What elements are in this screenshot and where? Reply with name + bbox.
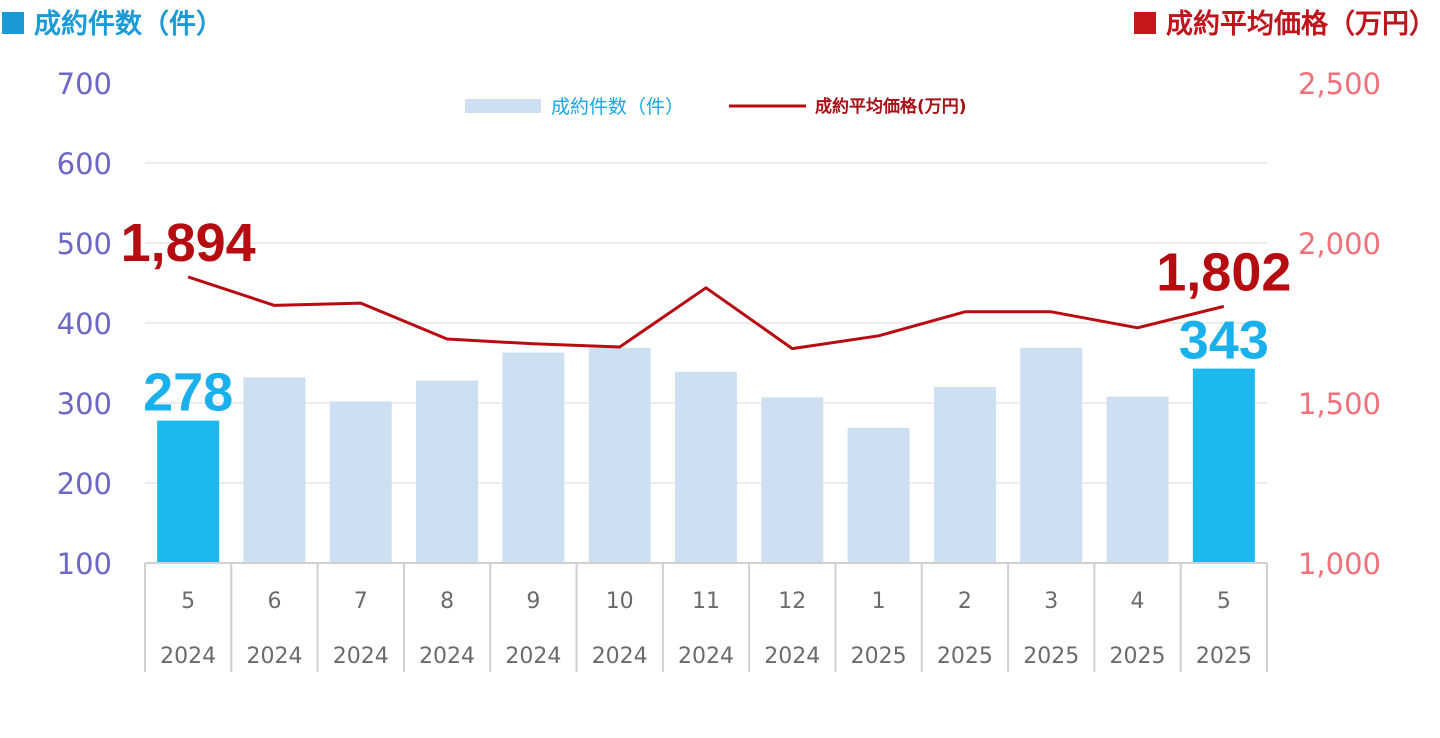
bar: [588, 347, 651, 563]
x-tick-month: 12: [778, 589, 806, 614]
left-axis-title-text: 成約件数（件）: [34, 9, 223, 40]
x-tick-month: 6: [267, 589, 281, 614]
right-axis-title-text: 成約平均価格（万円）: [1166, 9, 1436, 40]
legend-bar-label: 成約件数（件）: [551, 96, 684, 118]
left-y-tick: 700: [57, 67, 112, 101]
line-series: [187, 275, 1225, 351]
right-y-tick: 2,500: [1298, 67, 1381, 101]
line-data-label: 1,802: [1156, 242, 1291, 302]
left-y-tick: 400: [57, 307, 112, 341]
left-y-tick: 300: [57, 387, 112, 421]
left-y-tick: 200: [57, 467, 112, 501]
x-tick-month: 8: [440, 589, 454, 614]
x-tick-year: 2024: [678, 644, 734, 669]
bar: [761, 397, 824, 563]
bar: [933, 387, 996, 563]
bar: [157, 420, 220, 563]
x-tick-year: 2024: [160, 644, 216, 669]
bar: [847, 427, 910, 563]
left-y-axis: 100 200 300 400 500 600 700: [57, 67, 112, 581]
bar-data-label: 343: [1179, 311, 1269, 371]
left-axis-title: 成約件数（件）: [2, 2, 223, 41]
bar: [243, 377, 306, 563]
x-tick-month: 5: [181, 589, 195, 614]
legend: 成約件数（件） 成約平均価格(万円): [465, 96, 967, 118]
data-labels: 278 343 1,894 1,802: [121, 213, 1292, 423]
bar: [1192, 368, 1255, 563]
left-y-tick: 500: [57, 227, 112, 261]
x-tick-month: 3: [1044, 589, 1058, 614]
x-axis: 5202462024720248202492024102024112024122…: [144, 562, 1268, 672]
bar: [1106, 396, 1169, 563]
x-tick-year: 2024: [592, 644, 648, 669]
right-axis-title: 成約平均価格（万円）: [1134, 2, 1436, 41]
bar: [675, 371, 737, 563]
legend-line-label: 成約平均価格(万円): [815, 96, 967, 117]
bar: [1020, 347, 1083, 563]
x-tick-month: 10: [606, 589, 634, 614]
left-y-tick: 600: [57, 147, 112, 181]
right-y-tick: 1,000: [1298, 547, 1381, 581]
x-tick-year: 2025: [1110, 644, 1166, 669]
legend-bar-swatch: [465, 99, 541, 113]
x-tick-year: 2025: [1196, 644, 1252, 669]
x-tick-month: 11: [692, 589, 720, 614]
left-y-tick: 100: [57, 547, 112, 581]
x-tick-month: 5: [1217, 589, 1231, 614]
x-tick-year: 2024: [333, 644, 389, 669]
bar: [416, 380, 479, 563]
bar: [502, 352, 565, 563]
red-square-icon: [1134, 12, 1156, 34]
blue-square-icon: [2, 12, 24, 34]
x-tick-month: 4: [1131, 589, 1145, 614]
line-data-label: 1,894: [121, 213, 256, 273]
right-y-tick: 2,000: [1298, 227, 1381, 261]
x-tick-year: 2024: [419, 644, 475, 669]
x-tick-month: 9: [526, 589, 540, 614]
x-tick-year: 2024: [246, 644, 302, 669]
right-y-axis: 1,000 1,500 2,000 2,500: [1298, 67, 1381, 581]
x-tick-year: 2025: [937, 644, 993, 669]
x-tick-month: 1: [872, 589, 886, 614]
x-tick-year: 2024: [505, 644, 561, 669]
right-y-tick: 1,500: [1298, 387, 1381, 421]
bar-data-label: 278: [143, 363, 233, 423]
x-tick-year: 2025: [851, 644, 907, 669]
x-tick-year: 2024: [764, 644, 820, 669]
x-tick-month: 7: [354, 589, 368, 614]
x-tick-month: 2: [958, 589, 972, 614]
bar: [329, 401, 392, 563]
bar-series: [157, 347, 1255, 563]
line-series-path: [187, 275, 1225, 351]
x-tick-year: 2025: [1023, 644, 1079, 669]
